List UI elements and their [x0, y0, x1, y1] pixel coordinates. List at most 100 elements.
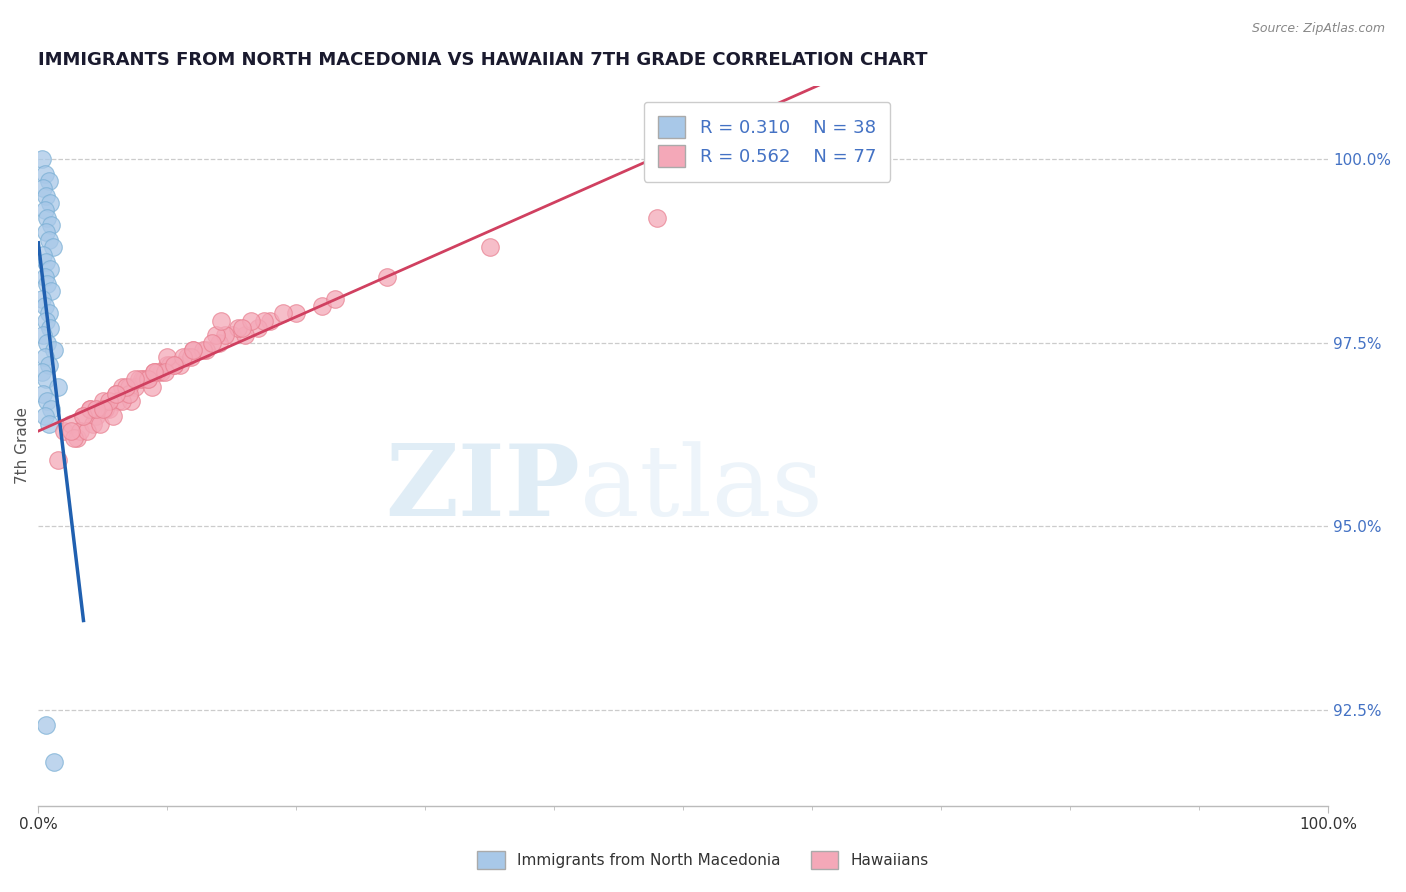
Point	[79, 401, 101, 416]
Text: atlas: atlas	[581, 441, 823, 537]
Point	[38, 306, 60, 320]
Point	[124, 380, 146, 394]
Point	[37, 277, 59, 291]
Point	[35, 313, 58, 327]
Point	[131, 372, 153, 386]
Point	[311, 299, 333, 313]
Point	[91, 401, 114, 416]
Point	[115, 380, 138, 394]
Point	[38, 174, 60, 188]
Point	[72, 409, 94, 424]
Point	[153, 365, 176, 379]
Point	[132, 372, 155, 386]
Point	[59, 424, 82, 438]
Point	[156, 351, 179, 365]
Point	[46, 453, 69, 467]
Point	[201, 335, 224, 350]
Point	[159, 358, 181, 372]
Point	[59, 417, 82, 431]
Point	[124, 372, 146, 386]
Point	[94, 401, 117, 416]
Point	[120, 394, 142, 409]
Y-axis label: 7th Grade: 7th Grade	[15, 407, 30, 484]
Point	[46, 380, 69, 394]
Point	[98, 401, 121, 416]
Point	[141, 380, 163, 394]
Point	[478, 240, 501, 254]
Point	[226, 321, 249, 335]
Point	[34, 299, 56, 313]
Point	[89, 417, 111, 431]
Point	[117, 380, 139, 394]
Point	[39, 262, 62, 277]
Point	[37, 335, 59, 350]
Point	[149, 365, 172, 379]
Legend: R = 0.310    N = 38, R = 0.562    N = 77: R = 0.310 N = 38, R = 0.562 N = 77	[644, 102, 890, 182]
Point	[63, 431, 86, 445]
Point	[32, 328, 55, 343]
Point	[146, 365, 169, 379]
Point	[76, 424, 98, 438]
Point	[193, 343, 215, 357]
Point	[101, 409, 124, 424]
Point	[143, 365, 166, 379]
Point	[35, 188, 58, 202]
Point	[32, 247, 55, 261]
Point	[31, 365, 53, 379]
Point	[211, 313, 233, 327]
Point	[37, 394, 59, 409]
Point	[214, 328, 236, 343]
Point	[172, 351, 194, 365]
Text: Source: ZipAtlas.com: Source: ZipAtlas.com	[1251, 22, 1385, 36]
Point	[231, 321, 253, 335]
Point	[323, 292, 346, 306]
Point	[39, 321, 62, 335]
Point	[38, 233, 60, 247]
Point	[39, 218, 62, 232]
Point	[86, 409, 108, 424]
Point	[34, 269, 56, 284]
Point	[181, 343, 204, 357]
Point	[156, 358, 179, 372]
Point	[69, 424, 91, 438]
Point	[98, 394, 121, 409]
Point	[34, 409, 56, 424]
Text: ZIP: ZIP	[385, 441, 581, 537]
Point	[86, 401, 108, 416]
Point	[143, 365, 166, 379]
Point	[104, 387, 127, 401]
Point	[34, 167, 56, 181]
Point	[208, 335, 231, 350]
Point	[246, 321, 269, 335]
Point	[31, 152, 53, 166]
Point	[38, 417, 60, 431]
Point	[82, 417, 104, 431]
Text: IMMIGRANTS FROM NORTH MACEDONIA VS HAWAIIAN 7TH GRADE CORRELATION CHART: IMMIGRANTS FROM NORTH MACEDONIA VS HAWAI…	[38, 51, 928, 69]
Point	[42, 343, 65, 357]
Point	[32, 387, 55, 401]
Point	[35, 718, 58, 732]
Point	[72, 409, 94, 424]
Point	[253, 313, 276, 327]
Point	[205, 328, 228, 343]
Point	[647, 211, 669, 225]
Point	[169, 358, 191, 372]
Point	[163, 358, 186, 372]
Point	[35, 226, 58, 240]
Point	[38, 358, 60, 372]
Point	[176, 351, 198, 365]
Point	[195, 343, 218, 357]
Point	[233, 328, 256, 343]
Point	[117, 387, 139, 401]
Point	[136, 372, 159, 386]
Point	[91, 394, 114, 409]
Point	[181, 343, 204, 357]
Point	[39, 285, 62, 299]
Point	[79, 401, 101, 416]
Point	[32, 181, 55, 195]
Point	[111, 380, 134, 394]
Point	[240, 313, 263, 327]
Point	[35, 255, 58, 269]
Point	[221, 328, 243, 343]
Point	[34, 351, 56, 365]
